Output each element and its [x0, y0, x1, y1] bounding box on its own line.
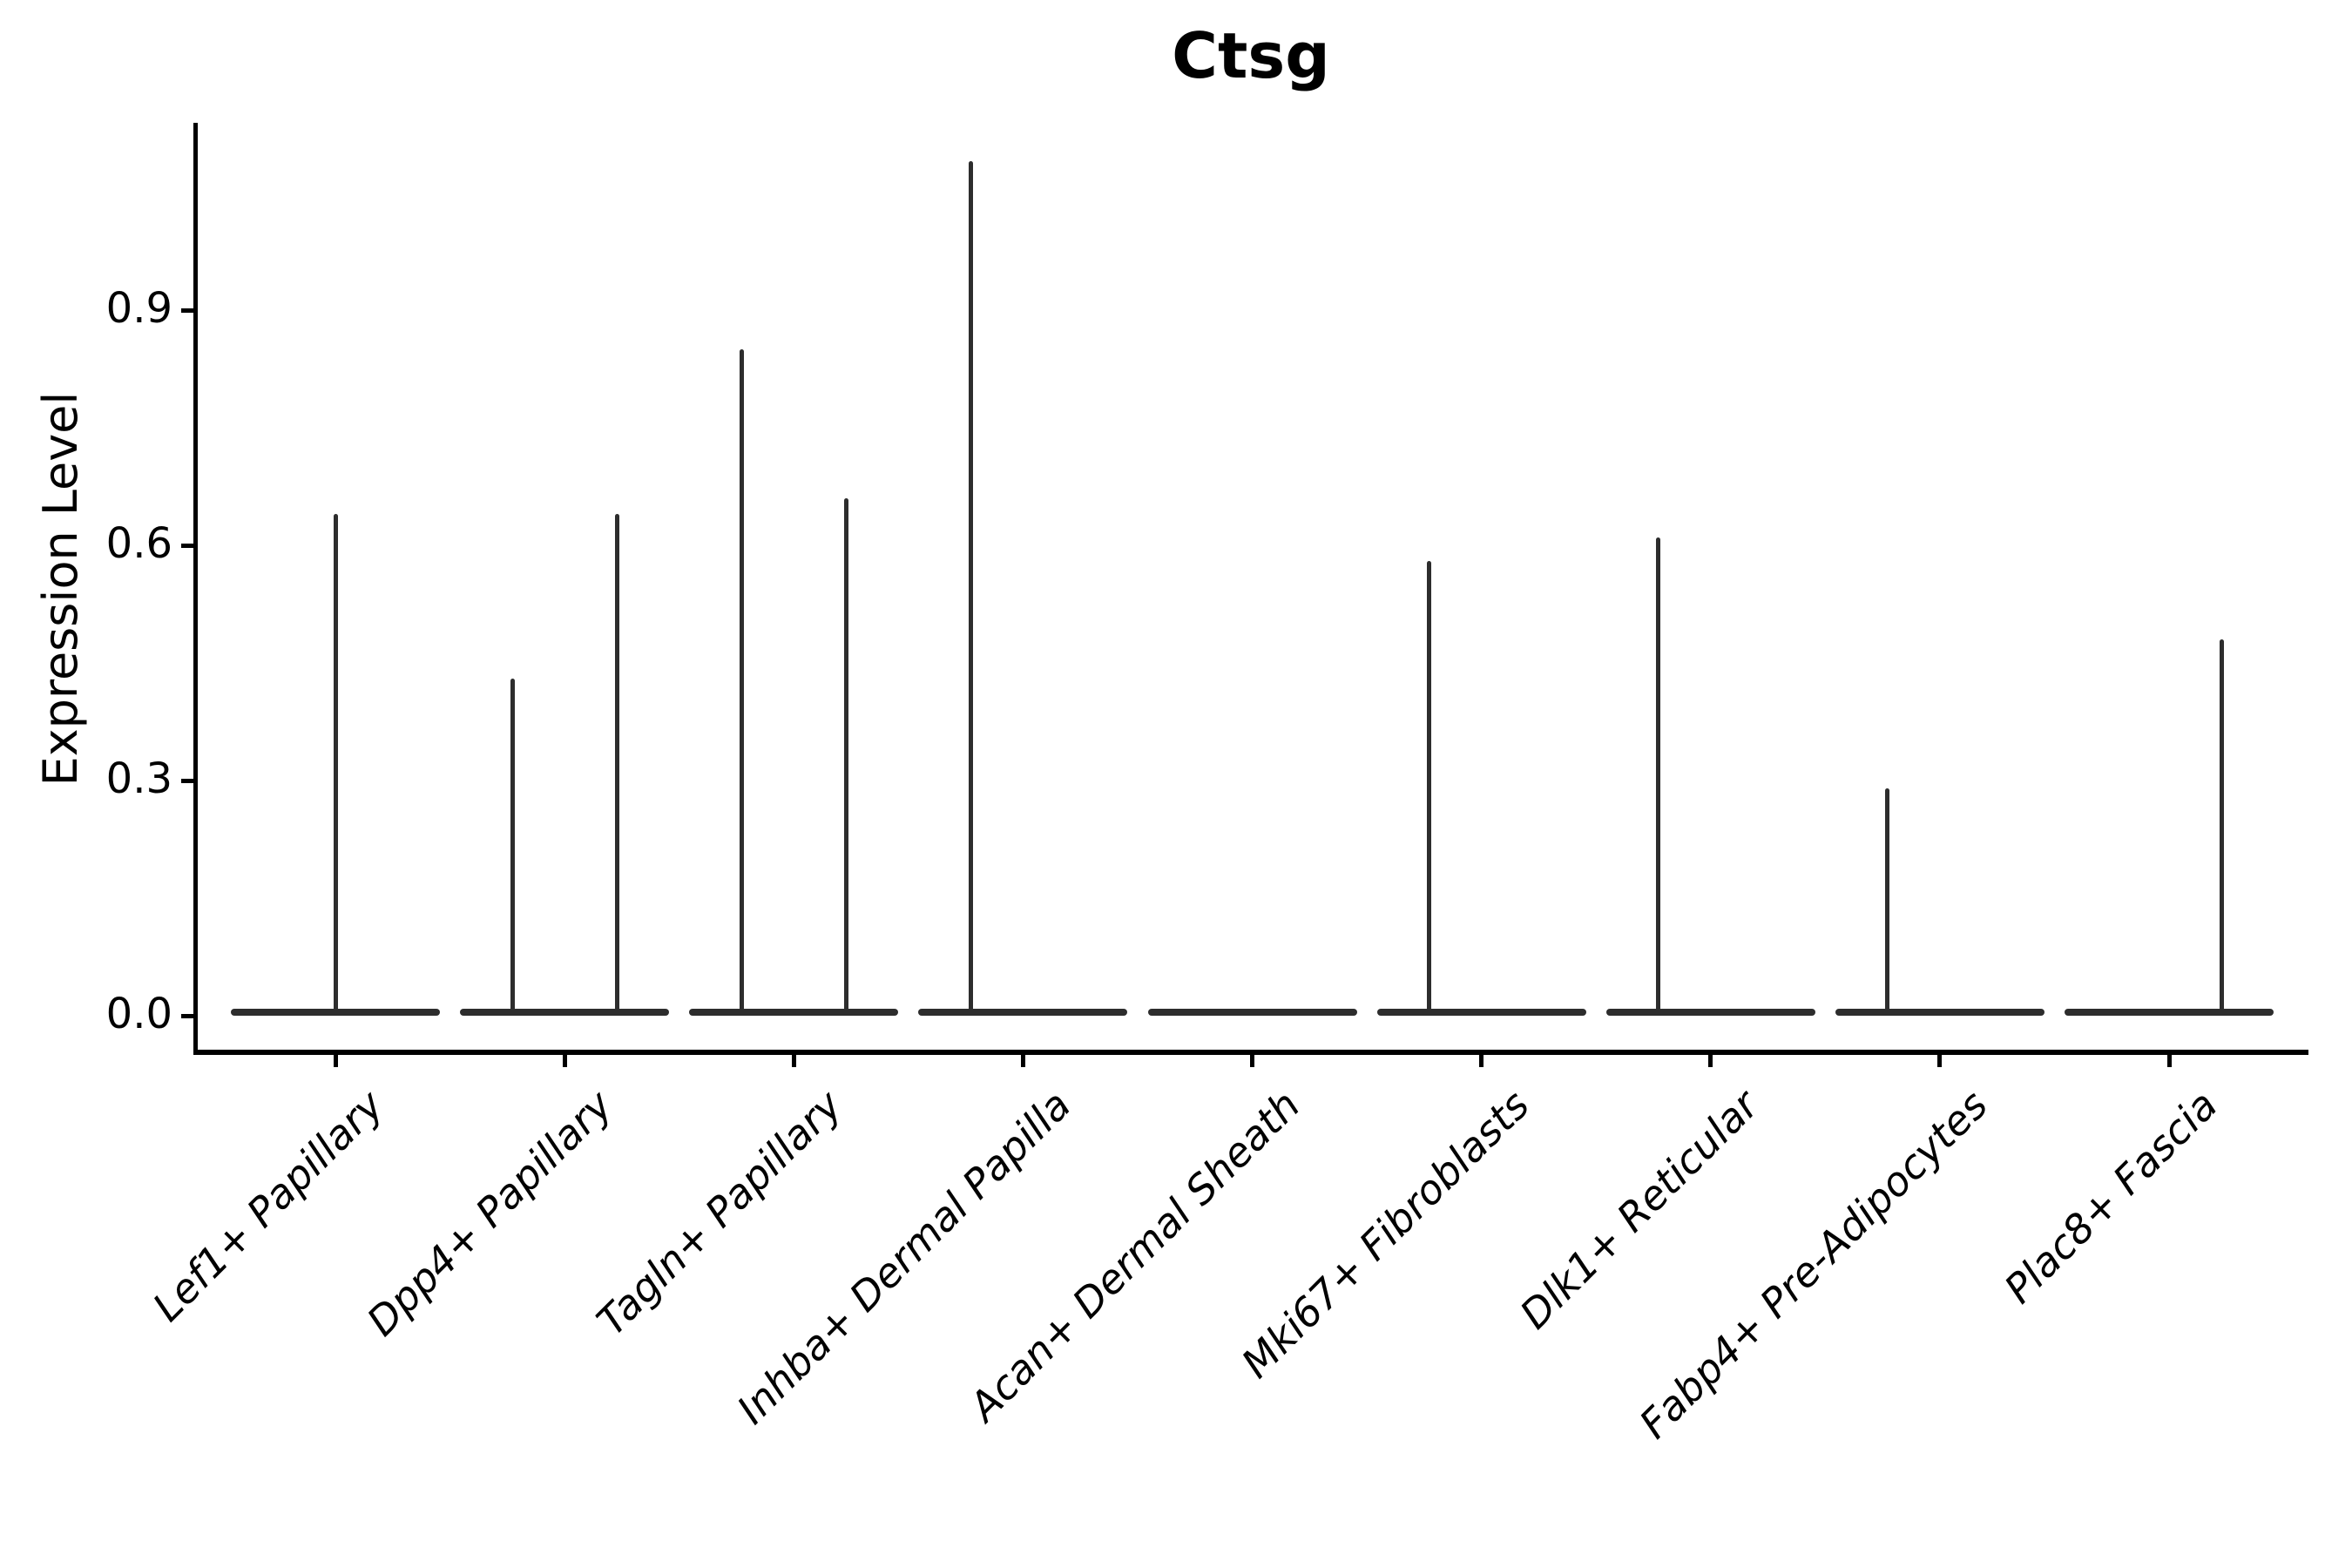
y-axis-title: Expression Level [33, 391, 88, 787]
violin-spike [1427, 561, 1432, 1016]
violin-baseline [1835, 1009, 2044, 1016]
violin-baseline [689, 1009, 899, 1016]
violin-spike [2219, 639, 2224, 1016]
y-tick-label: 0.9 [105, 284, 172, 333]
y-tick-mark [181, 543, 193, 548]
y-tick-mark [181, 1013, 193, 1018]
y-tick-mark [181, 778, 193, 783]
violin-spike [614, 514, 619, 1016]
violin-spike [333, 514, 338, 1016]
violin-baseline [1147, 1009, 1357, 1016]
x-category-label: Plac8+ Fascia [1994, 1081, 2227, 1313]
y-tick-label: 0.6 [105, 519, 172, 568]
violin-baseline [918, 1009, 1128, 1016]
violin-spike [968, 161, 973, 1016]
y-tick-mark [181, 308, 193, 313]
x-tick-mark [1937, 1055, 1943, 1067]
x-tick-mark [333, 1055, 338, 1067]
violin-spike [1656, 537, 1661, 1016]
violin-baseline [1605, 1009, 1815, 1016]
violin-spike [843, 498, 848, 1016]
x-tick-mark [791, 1055, 796, 1067]
violin-baseline [460, 1009, 670, 1016]
violin-spike [739, 349, 744, 1016]
x-tick-mark [1020, 1055, 1025, 1067]
violin-spike [1885, 788, 1890, 1016]
x-category-label: Dpp4+ Papillary [357, 1081, 622, 1345]
x-tick-mark [562, 1055, 567, 1067]
y-tick-label: 0.0 [105, 990, 172, 1038]
x-category-label: Lef1+ Papillary [143, 1081, 393, 1331]
x-axis-spine [193, 1050, 2308, 1055]
violin-baseline [1376, 1009, 1586, 1016]
x-tick-mark [1708, 1055, 1713, 1067]
chart-title: Ctsg [1172, 19, 1330, 92]
y-tick-label: 0.3 [105, 754, 172, 803]
x-category-label: Dlk1+ Reticular [1511, 1081, 1768, 1338]
violin-baseline [2065, 1009, 2274, 1016]
x-category-label: Tagln+ Papillary [587, 1081, 851, 1345]
x-tick-mark [1250, 1055, 1254, 1067]
x-tick-mark [1479, 1055, 1484, 1067]
x-tick-mark [2166, 1055, 2172, 1067]
violin-spike [510, 679, 515, 1016]
y-axis-spine [193, 123, 198, 1055]
